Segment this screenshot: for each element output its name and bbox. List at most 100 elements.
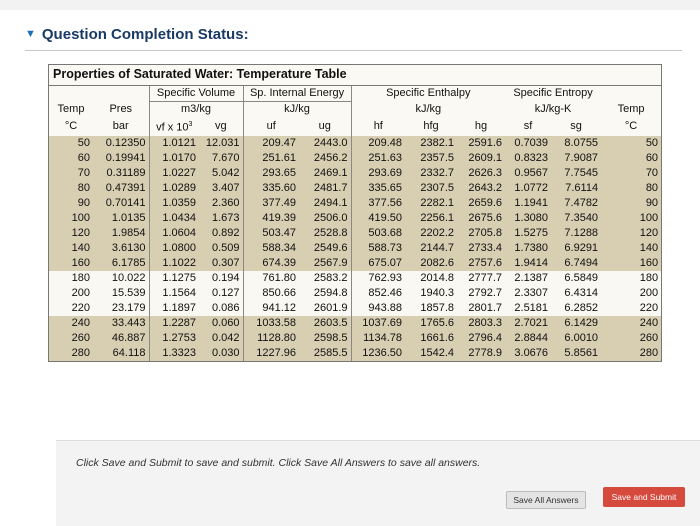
col-vg: vg [199, 117, 244, 136]
col-sf: sf [523, 119, 533, 132]
cell-temp-right: 200 [601, 285, 662, 301]
cell-ug: 2601.9 [299, 300, 352, 316]
cell-hg: 2643.2 [457, 180, 506, 196]
cell-sf: 1.7380 [505, 240, 552, 256]
cell-ug: 2585.5 [299, 345, 352, 361]
spec-volume-units: m3/kg [149, 101, 244, 117]
cell-vf: 1.3323 [149, 345, 199, 361]
cell-vf: 1.1897 [149, 300, 199, 316]
save-and-submit-button[interactable]: Save and Submit [603, 487, 685, 507]
cell-ug: 2469.1 [299, 165, 352, 181]
cell-temp: 160 [49, 255, 93, 271]
cell-temp-right: 60 [601, 150, 662, 166]
cell-hg: 2733.4 [457, 240, 506, 256]
table-row: 90 0.70141 1.0359 2.360 377.49 2494.1 377.56 22… [49, 195, 662, 211]
cell-hg: 2659.6 [457, 195, 506, 211]
cell-temp: 280 [49, 345, 93, 361]
cell-hfg: 2256.1 [405, 210, 458, 226]
top-strip [0, 0, 700, 10]
cell-temp-right: 260 [601, 330, 662, 346]
cell-vf: 1.0170 [149, 150, 199, 166]
cell-uf: 674.39 [243, 255, 300, 271]
cell-vf: 1.0604 [149, 225, 199, 241]
cell-temp-right: 220 [601, 300, 662, 316]
cell-vg: 0.060 [199, 315, 244, 331]
cell-pres: 23.179 [93, 300, 150, 316]
cell-hf: 1134.78 [351, 330, 406, 346]
cell-uf: 941.12 [243, 300, 300, 316]
cell-hfg: 2357.5 [405, 150, 458, 166]
col-sg: sg [570, 119, 582, 132]
cell-vf: 1.1564 [149, 285, 199, 301]
cell-temp: 100 [49, 210, 93, 226]
cell-ug: 2567.9 [299, 255, 352, 271]
table-row: 240 33.443 1.2287 0.060 1033.58 2603.5 1037.69… [49, 315, 662, 331]
cell-vf: 1.1022 [149, 255, 199, 271]
pres-header: Pres [93, 101, 150, 117]
cell-vf: 1.0359 [149, 195, 199, 211]
table-row: 60 0.19941 1.0170 7.670 251.61 2456.2 251.63 23… [49, 150, 662, 166]
header-row-groups: Specific Volume Sp. Internal Energy Spec… [49, 86, 661, 102]
cell-uf: 503.47 [243, 225, 300, 241]
cell-pres: 46.887 [93, 330, 150, 346]
cell-hg: 2778.9 [457, 345, 506, 361]
cell-vg: 0.194 [199, 270, 244, 286]
cell-vf: 1.0800 [149, 240, 199, 256]
table-row: 50 0.12350 1.0121 12.031 209.47 2443.0 209.48 2… [49, 135, 662, 151]
cell-sg: 7.4782 [551, 195, 602, 211]
cell-temp-right: 240 [601, 315, 662, 331]
table-row: 160 6.1785 1.1022 0.307 674.39 2567.9 675.07 20… [49, 255, 662, 271]
cell-pres: 64.118 [93, 345, 150, 361]
status-title: Question Completion Status: [41, 25, 249, 43]
cell-pres: 1.9854 [93, 225, 150, 241]
cell-pres: 0.47391 [93, 180, 150, 196]
cell-hf: 209.48 [351, 135, 406, 151]
cell-vg: 0.307 [199, 255, 244, 271]
cell-uf: 1128.80 [243, 330, 300, 346]
cell-hg: 2609.1 [457, 150, 506, 166]
cell-temp-right: 90 [601, 195, 662, 211]
group-internal-energy: Sp. Internal Energy [243, 86, 352, 102]
cell-hfg: 2332.7 [405, 165, 458, 181]
cell-sf: 1.1941 [505, 195, 552, 211]
cell-ug: 2549.6 [299, 240, 352, 256]
cell-sg: 7.7545 [551, 165, 602, 181]
cell-sf: 0.8323 [505, 150, 552, 166]
cell-ug: 2506.0 [299, 210, 352, 226]
col-ug: ug [299, 117, 352, 136]
cell-uf: 1033.58 [243, 315, 300, 331]
cell-vf: 1.1275 [149, 270, 199, 286]
question-status-header[interactable]: ▼ Question Completion Status: [25, 23, 249, 45]
cell-sf: 1.5275 [505, 225, 552, 241]
cell-hg: 2675.6 [457, 210, 506, 226]
cell-hfg: 1765.6 [405, 315, 458, 331]
cell-sf: 1.9414 [505, 255, 552, 271]
cell-vf: 1.0121 [149, 135, 199, 151]
table-row: 100 1.0135 1.0434 1.673 419.39 2506.0 419.50 22… [49, 210, 662, 226]
cell-hfg: 2082.6 [405, 255, 458, 271]
save-all-answers-button[interactable]: Save All Answers [506, 491, 586, 509]
cell-pres: 0.12350 [93, 135, 150, 151]
properties-table: Specific Volume Sp. Internal Energy Spec… [49, 86, 662, 361]
saturated-water-table: Properties of Saturated Water: Temperatu… [48, 64, 662, 362]
cell-hf: 419.50 [351, 210, 406, 226]
cell-hg: 2792.7 [457, 285, 506, 301]
cell-temp: 120 [49, 225, 93, 241]
cell-ug: 2583.2 [299, 270, 352, 286]
cell-vf: 1.0434 [149, 210, 199, 226]
cell-hg: 2796.4 [457, 330, 506, 346]
table-row: 180 10.022 1.1275 0.194 761.80 2583.2 762.93 20… [49, 270, 662, 286]
cell-hf: 852.46 [351, 285, 406, 301]
cell-pres: 15.539 [93, 285, 150, 301]
cell-hg: 2777.7 [457, 270, 506, 286]
cell-sf: 2.3307 [505, 285, 552, 301]
cell-hg: 2626.3 [457, 165, 506, 181]
temp-right-header: Temp [617, 102, 645, 115]
cell-pres: 3.6130 [93, 240, 150, 256]
col-hf: hf [373, 119, 383, 132]
cell-ug: 2598.5 [299, 330, 352, 346]
cell-ug: 2603.5 [299, 315, 352, 331]
cell-pres: 1.0135 [93, 210, 150, 226]
col-hg: hg [474, 119, 488, 132]
chevron-down-icon[interactable]: ▼ [25, 28, 36, 40]
